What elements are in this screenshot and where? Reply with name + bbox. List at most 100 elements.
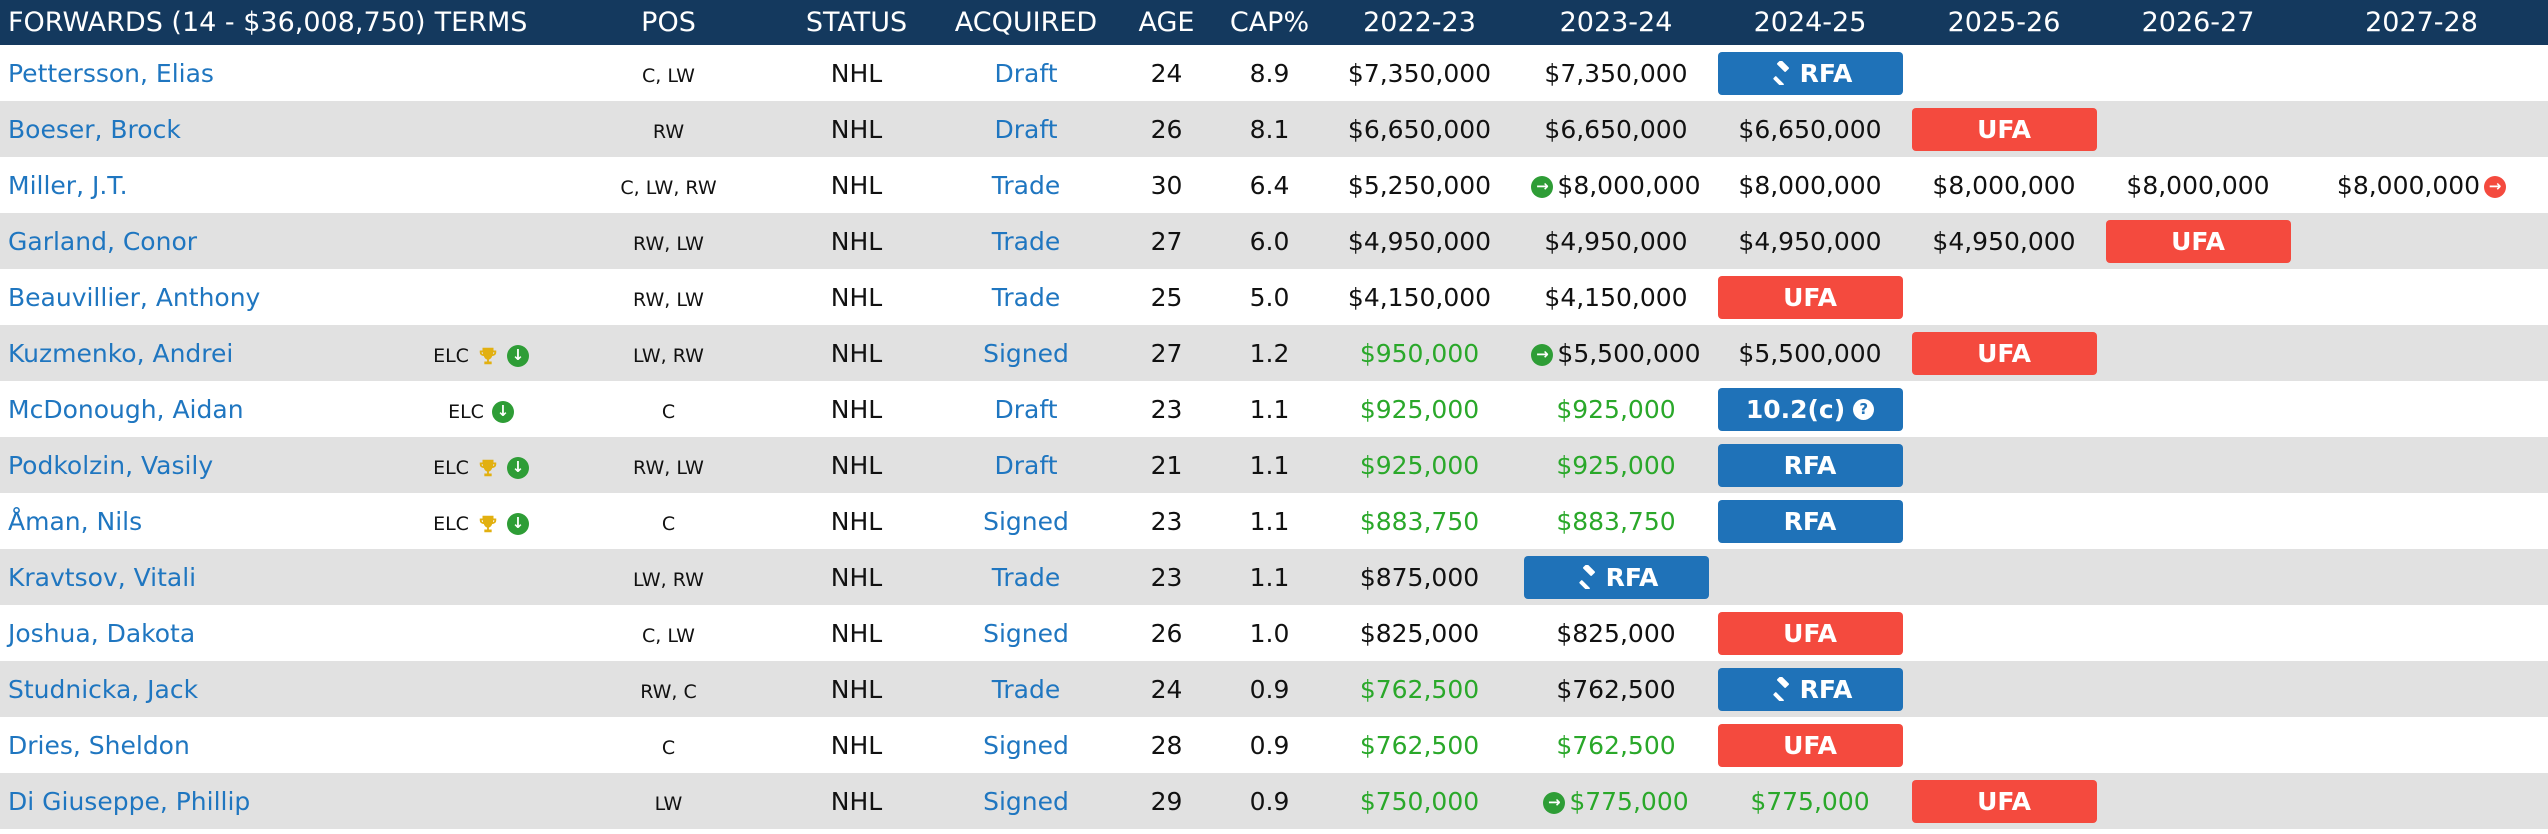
status-text: NHL [830, 618, 883, 648]
player-name-link[interactable]: Boeser, Brock [8, 114, 181, 144]
col-header-2024-25[interactable]: 2024-25 [1713, 0, 1907, 45]
col-header-2025-26[interactable]: 2025-26 [1907, 0, 2101, 45]
trophy-icon [479, 347, 497, 364]
season-cell: RFA [1713, 45, 1907, 101]
salary-value: $925,000 [1359, 450, 1480, 480]
player-name-link[interactable]: Studnicka, Jack [8, 674, 199, 704]
table-header-row: FORWARDS (14 - $36,008,750) TERMS POS ST… [0, 0, 2548, 45]
ufa-badge[interactable]: UFA [1911, 779, 2097, 823]
player-name-link[interactable]: Pettersson, Elias [8, 58, 214, 88]
acquired-link[interactable]: Signed [983, 338, 1069, 368]
pos-cell: RW, C [562, 661, 775, 717]
badge-label: RFA [1783, 506, 1837, 536]
salary-value: $4,950,000 [1932, 226, 2076, 256]
col-header-2027-28[interactable]: 2027-28 [2295, 0, 2548, 45]
acquired-link[interactable]: Signed [983, 618, 1069, 648]
section-title[interactable]: FORWARDS (14 - $36,008,750) [0, 0, 426, 45]
acquired-link[interactable]: Trade [991, 674, 1061, 704]
acquired-link[interactable]: Signed [983, 730, 1069, 760]
salary-value: $4,950,000 [1738, 226, 1882, 256]
season-cell [2101, 605, 2295, 661]
rfa-badge[interactable]: RFA [1717, 443, 1903, 487]
ufa-badge[interactable]: UFA [1717, 275, 1903, 319]
player-name-link[interactable]: Dries, Sheldon [8, 730, 190, 760]
player-name-link[interactable]: Podkolzin, Vasily [8, 450, 214, 480]
season-cell: $8,000,000 [2101, 157, 2295, 213]
rfa-badge[interactable]: RFA [1717, 667, 1903, 711]
season-cell [2295, 101, 2548, 157]
status-text: NHL [830, 730, 883, 760]
player-name-link[interactable]: Kravtsov, Vitali [8, 562, 197, 592]
season-cell [2101, 325, 2295, 381]
terms-cell: ELC ↓ [400, 325, 562, 381]
player-name-link[interactable]: Kuzmenko, Andrei [8, 338, 234, 368]
season-cell [2101, 717, 2295, 773]
cap-percent-text: 0.9 [1249, 730, 1290, 760]
acquired-link[interactable]: Draft [994, 450, 1058, 480]
col-header-status[interactable]: STATUS [775, 0, 938, 45]
age-cell: 30 [1114, 157, 1219, 213]
season-cell: $5,250,000 [1320, 157, 1519, 213]
acquired-link[interactable]: Trade [991, 170, 1061, 200]
player-name-link[interactable]: Garland, Conor [8, 226, 198, 256]
col-header-2022-23[interactable]: 2022-23 [1320, 0, 1519, 45]
acquired-link[interactable]: Signed [983, 786, 1069, 816]
pos-cell: RW, LW [562, 437, 775, 493]
acquired-link[interactable]: Trade [991, 282, 1061, 312]
ufa-badge[interactable]: UFA [1717, 611, 1903, 655]
status-cell: NHL [775, 269, 938, 325]
rfa-badge[interactable]: RFA [1717, 499, 1903, 543]
col-header-age[interactable]: AGE [1114, 0, 1219, 45]
player-name-link[interactable]: McDonough, Aidan [8, 394, 244, 424]
pos-cell: RW [562, 101, 775, 157]
col-header-2026-27[interactable]: 2026-27 [2101, 0, 2295, 45]
player-cell: Boeser, Brock [0, 101, 400, 157]
table-row: Kravtsov, Vitali LW, RW NHL Trade 23 1.1 $875,… [0, 549, 2548, 605]
acquired-link[interactable]: Draft [994, 114, 1058, 144]
badge-label: UFA [1977, 338, 2031, 368]
ufa-badge[interactable]: UFA [2105, 219, 2291, 263]
badge-label: RFA [1605, 562, 1659, 592]
col-header-terms[interactable]: TERMS [400, 0, 562, 45]
ufa-badge[interactable]: UFA [1911, 331, 2097, 375]
rfa-badge[interactable]: RFA [1717, 51, 1903, 95]
player-name-link[interactable]: Joshua, Dakota [8, 618, 196, 648]
col-header-cap[interactable]: CAP% [1219, 0, 1320, 45]
player-name-link[interactable]: Beauvillier, Anthony [8, 282, 261, 312]
col-header-acquired[interactable]: ACQUIRED [938, 0, 1114, 45]
col-header-2023-24[interactable]: 2023-24 [1519, 0, 1713, 45]
col-header-pos[interactable]: POS [562, 0, 775, 45]
player-name-link[interactable]: Miller, J.T. [8, 170, 128, 200]
cap-percent-text: 8.1 [1249, 114, 1290, 144]
position-text: LW, RW [633, 568, 704, 591]
roster-body: Pettersson, Elias C, LW NHL Draft 24 8.9 $7,35… [0, 45, 2548, 829]
ufa-badge[interactable]: UFA [1911, 107, 2097, 151]
age-cell: 23 [1114, 549, 1219, 605]
season-cell [1907, 437, 2101, 493]
acquired-link[interactable]: Draft [994, 58, 1058, 88]
badge-label: 10.2(c) [1745, 394, 1846, 424]
season-cell: $4,950,000 [1519, 213, 1713, 269]
rfa-badge[interactable]: 10.2(c)? [1717, 387, 1903, 431]
cap-cell: 1.0 [1219, 605, 1320, 661]
table-row: Dries, Sheldon C NHL Signed 28 0.9 $762,500 $76… [0, 717, 2548, 773]
salary-value: $762,500 [1359, 730, 1480, 760]
badge-label: RFA [1799, 674, 1853, 704]
salary-value: $8,000,000 [2126, 170, 2270, 200]
acquired-link[interactable]: Trade [991, 226, 1061, 256]
player-name-link[interactable]: Åman, Nils [8, 506, 143, 536]
age-text: 27 [1150, 226, 1183, 256]
badge-label: UFA [1977, 786, 2031, 816]
acquired-link[interactable]: Signed [983, 506, 1069, 536]
ufa-badge[interactable]: UFA [1717, 723, 1903, 767]
position-text: RW, LW [633, 232, 704, 255]
season-cell: 10.2(c)? [1713, 381, 1907, 437]
season-cell [2101, 773, 2295, 829]
rfa-badge[interactable]: RFA [1523, 555, 1709, 599]
acquired-cell: Trade [938, 269, 1114, 325]
acquired-link[interactable]: Draft [994, 394, 1058, 424]
season-cell [2101, 661, 2295, 717]
player-name-link[interactable]: Di Giuseppe, Phillip [8, 786, 251, 816]
pos-cell: C, LW, RW [562, 157, 775, 213]
acquired-link[interactable]: Trade [991, 562, 1061, 592]
